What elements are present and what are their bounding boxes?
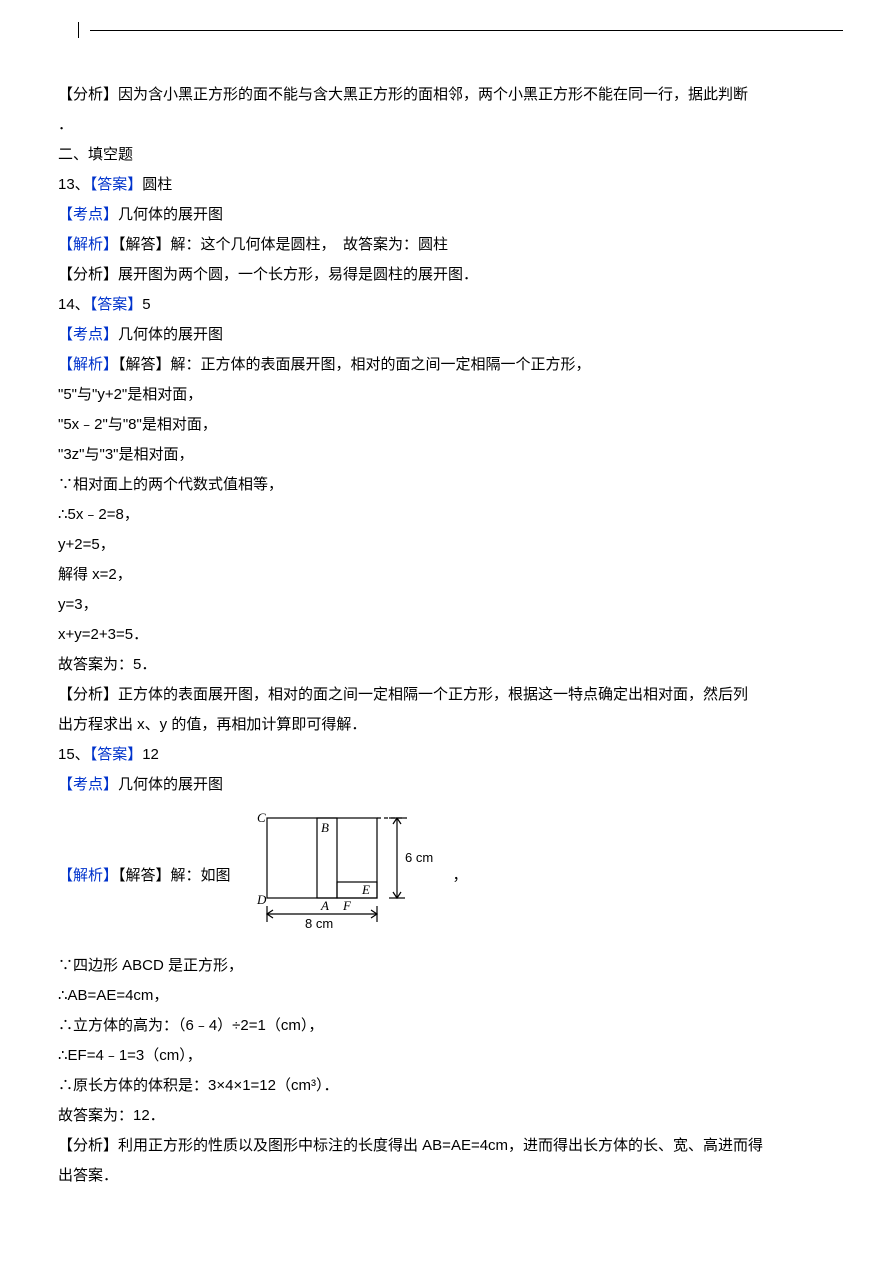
q14-answer-line: 14、【答案】5	[58, 290, 843, 320]
topic-label: 【考点】	[58, 776, 118, 793]
header-rule	[90, 30, 843, 31]
q15-topic: 【考点】几何体的展开图	[58, 770, 843, 800]
document-body: 【分析】因为含小黑正方形的面不能与含大黑正方形的面相邻，两个小黑正方形不能在同一…	[58, 80, 843, 1191]
svg-text:B: B	[321, 820, 329, 835]
geometry-figure: C B D A E F 6 cm 8 cm	[237, 806, 447, 945]
explain-text: 【解答】解：正方体的表面展开图，相对的面之间一定相隔一个正方形，	[118, 356, 591, 373]
q15-analysis: 【分析】利用正方形的性质以及图形中标注的长度得出 AB=AE=4cm，进而得出长…	[58, 1131, 843, 1161]
q15-result: 故答案为：12．	[58, 1101, 843, 1131]
q14-result: 故答案为：5．	[58, 650, 843, 680]
q13-answer: 圆柱	[142, 176, 172, 193]
explain-text: 【解答】解：这个几何体是圆柱， 故答案为：圆柱	[118, 236, 448, 253]
q14-step: 解得 x=2，	[58, 560, 843, 590]
explain-text: 【解答】解：如图	[118, 867, 231, 884]
analysis-12: 【分析】因为含小黑正方形的面不能与含大黑正方形的面相邻，两个小黑正方形不能在同一…	[58, 80, 843, 110]
q15-step: ∴EF=4﹣1=3（cm），	[58, 1041, 843, 1071]
topic-label: 【考点】	[58, 206, 118, 223]
q14-step: ∵相对面上的两个代数式值相等，	[58, 470, 843, 500]
q14-step: y+2=5，	[58, 530, 843, 560]
svg-text:F: F	[342, 898, 352, 913]
svg-text:E: E	[361, 882, 370, 897]
q15-step: ∴原长方体的体积是：3×4×1=12（cm³）．	[58, 1071, 843, 1101]
topic-text: 几何体的展开图	[118, 206, 223, 223]
q15-step: ∴立方体的高为：（6﹣4）÷2=1（cm），	[58, 1011, 843, 1041]
explain-label: 【解析】	[58, 236, 118, 253]
q14-step: "5x﹣2"与"8"是相对面，	[58, 410, 843, 440]
q14-answer: 5	[142, 296, 150, 313]
q13-explain: 【解析】【解答】解：这个几何体是圆柱， 故答案为：圆柱	[58, 230, 843, 260]
q15-step: ∵四边形 ABCD 是正方形，	[58, 951, 843, 981]
q14-number: 14、	[58, 296, 90, 313]
svg-text:6 cm: 6 cm	[405, 850, 433, 865]
q14-topic: 【考点】几何体的展开图	[58, 320, 843, 350]
topic-label: 【考点】	[58, 326, 118, 343]
topic-text: 几何体的展开图	[118, 326, 223, 343]
q13-analysis: 【分析】展开图为两个圆，一个长方形，易得是圆柱的展开图．	[58, 260, 843, 290]
q13-answer-line: 13、【答案】圆柱	[58, 170, 843, 200]
comma: ，	[453, 861, 468, 891]
q13-number: 13、	[58, 176, 90, 193]
q14-explain: 【解析】【解答】解：正方体的表面展开图，相对的面之间一定相隔一个正方形，	[58, 350, 843, 380]
svg-text:D: D	[256, 892, 267, 907]
header-tick	[78, 22, 79, 38]
q15-number: 15、	[58, 746, 90, 763]
q14-step: "3z"与"3"是相对面，	[58, 440, 843, 470]
q14-step: ∴5x﹣2=8，	[58, 500, 843, 530]
svg-text:8 cm: 8 cm	[305, 916, 333, 931]
q14-step: "5"与"y+2"是相对面，	[58, 380, 843, 410]
q14-step: x+y=2+3=5．	[58, 620, 843, 650]
q15-answer: 12	[142, 746, 159, 763]
explain-label: 【解析】	[58, 867, 118, 884]
answer-label: 【答案】	[90, 296, 143, 313]
analysis-12b: ．	[58, 110, 843, 140]
q13-topic: 【考点】几何体的展开图	[58, 200, 843, 230]
answer-label: 【答案】	[90, 176, 143, 193]
answer-label: 【答案】	[90, 746, 143, 763]
section-heading: 二、填空题	[58, 140, 843, 170]
topic-text: 几何体的展开图	[118, 776, 223, 793]
q15-analysis-b: 出答案．	[58, 1161, 843, 1191]
svg-text:A: A	[320, 898, 329, 913]
q15-step: ∴AB=AE=4cm，	[58, 981, 843, 1011]
svg-text:C: C	[257, 810, 266, 825]
q14-analysis: 【分析】正方体的表面展开图，相对的面之间一定相隔一个正方形，根据这一特点确定出相…	[58, 680, 843, 710]
q15-answer-line: 15、【答案】12	[58, 740, 843, 770]
q14-step: y=3，	[58, 590, 843, 620]
q15-explain-row: 【解析】【解答】解：如图	[58, 806, 843, 945]
explain-label: 【解析】	[58, 356, 118, 373]
q14-analysis-b: 出方程求出 x、y 的值，再相加计算即可得解．	[58, 710, 843, 740]
